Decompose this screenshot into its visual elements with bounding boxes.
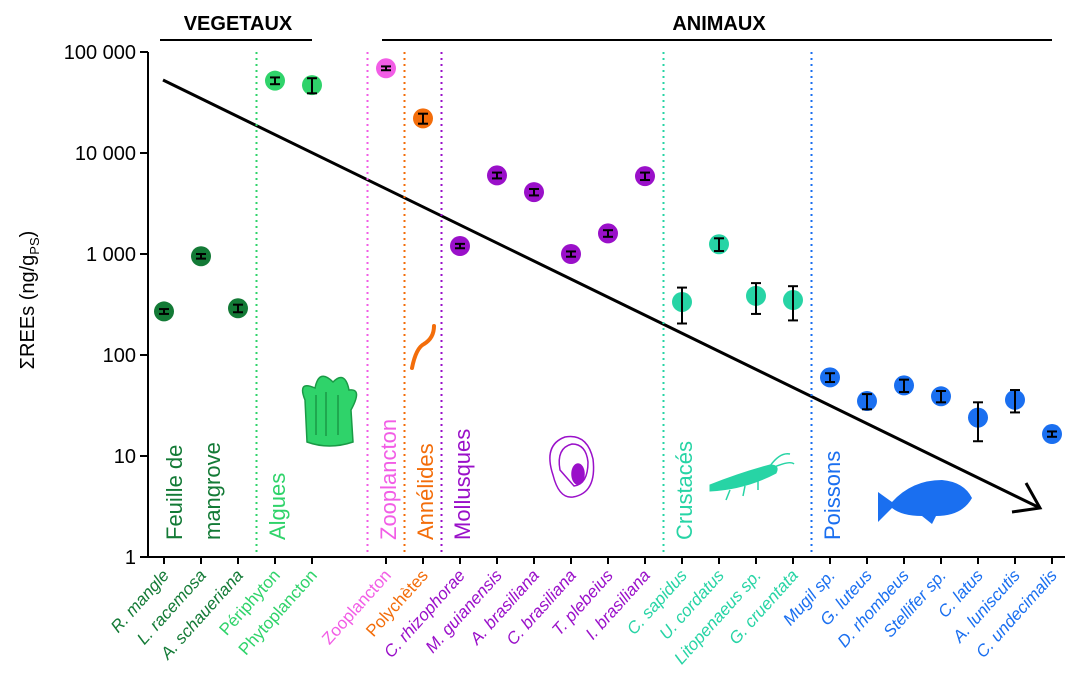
group-label: Feuille de: [162, 445, 187, 540]
group-label: Zooplancton: [376, 419, 401, 540]
group-label: Poissons: [820, 451, 845, 540]
group-label: Annélides: [413, 443, 438, 540]
error-bar: [1010, 389, 1020, 414]
error-bar: [566, 250, 576, 258]
y-tick-label: 10: [114, 446, 136, 468]
error-bar: [862, 393, 872, 411]
error-bar: [677, 286, 687, 325]
error-bar: [196, 253, 206, 260]
error-bar: [1047, 430, 1057, 438]
error-bar: [492, 171, 502, 180]
group-header: VEGETAUX: [184, 13, 293, 35]
y-axis-label-sub: PS: [27, 237, 42, 255]
error-bar: [307, 77, 317, 95]
group-label: Algues: [265, 473, 290, 540]
group-header: ANIMAUX: [672, 13, 766, 35]
error-bar: [714, 237, 724, 253]
error-bar: [603, 229, 613, 238]
group-label: Crustacés: [672, 441, 697, 540]
error-bar: [640, 171, 650, 182]
shell-icon: [549, 435, 595, 498]
error-bar: [936, 390, 946, 404]
error-bar: [973, 401, 983, 443]
shrimp-icon: [709, 453, 795, 501]
trend-arrow: [162, 78, 1043, 514]
error-bar: [529, 188, 539, 197]
y-axis-label-main: ΣREEs (ng/g: [17, 255, 39, 370]
error-bar: [270, 76, 280, 86]
group-label: Mollusques: [450, 429, 475, 540]
error-bar: [899, 378, 909, 394]
y-tick-label: 1: [125, 547, 136, 569]
error-bar: [751, 282, 761, 315]
y-tick-label: 10 000: [75, 143, 136, 165]
algae-icon: [301, 375, 358, 447]
error-bar: [455, 242, 465, 250]
y-axis-label: ΣREEs (ng/gPS): [17, 231, 42, 370]
error-bar: [788, 285, 798, 322]
group-label: mangrove: [200, 442, 225, 540]
error-bar: [159, 308, 169, 315]
error-bar: [381, 65, 391, 72]
worm-icon: [410, 324, 436, 370]
y-tick-label: 100 000: [64, 42, 136, 64]
error-bar: [825, 372, 835, 384]
y-axis-label-end: ): [17, 231, 39, 238]
y-tick-label: 100: [103, 345, 136, 367]
error-bar: [418, 112, 428, 125]
error-bar: [233, 303, 243, 314]
y-tick-label: 1 000: [86, 244, 136, 266]
fish-icon: [878, 480, 972, 524]
